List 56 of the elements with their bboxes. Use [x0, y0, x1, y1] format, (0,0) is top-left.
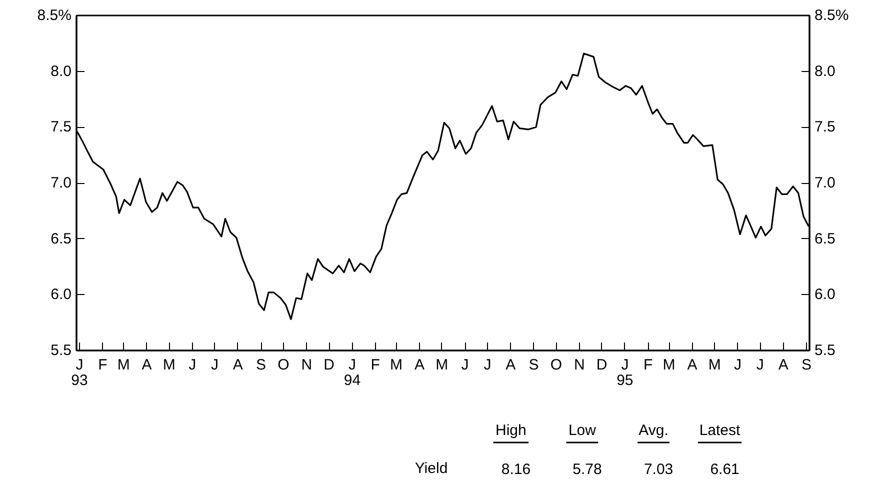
x-tick-label: M — [436, 356, 448, 374]
y2-tick-label: 7.5 — [814, 118, 836, 136]
x-tick-label: M — [662, 356, 676, 374]
text: High — [496, 422, 526, 439]
y-tick-label: 8.5% — [37, 7, 72, 24]
x-tick-label: J 93 — [71, 356, 88, 389]
y-tick-label: 7.5 — [50, 118, 72, 136]
x-tick-label: N — [301, 356, 312, 374]
text: Latest — [699, 422, 742, 439]
y2-tick-label: 6.5 — [814, 230, 836, 248]
y2-tick-label: 5.5 — [814, 342, 836, 359]
y-tick-label: 6.5 — [50, 230, 72, 248]
y2-tick-label: 7.0 — [814, 174, 836, 192]
text: 6.61 — [710, 461, 740, 478]
x-tick-label: S — [256, 356, 266, 374]
x-tick-label: S — [528, 356, 539, 374]
y2-tick-label: 8.0 — [814, 62, 836, 80]
x-tick-label: M — [708, 356, 721, 374]
text: Avg. — [638, 422, 668, 439]
x-tick-label: F — [98, 356, 108, 374]
text: 7.03 — [644, 461, 674, 478]
x-tick-label: D — [324, 356, 335, 374]
x-tick-label: O — [550, 356, 562, 374]
text: Yield — [414, 460, 448, 477]
text: 5.78 — [572, 461, 602, 478]
x-tick-label: O — [278, 356, 290, 374]
x-tick-label: A — [778, 356, 788, 374]
x-tick-label: F — [644, 356, 653, 374]
y2-tick-label: 8.5% — [814, 7, 849, 24]
y2-tick-label: 6.0 — [814, 286, 836, 304]
x-tick-label: J — [756, 356, 764, 374]
x-tick-label: M — [162, 356, 176, 374]
x-tick-label: J — [461, 356, 469, 374]
x-tick-label: J — [734, 356, 742, 374]
x-tick-label: A — [506, 356, 516, 374]
y-tick-label: 6.0 — [50, 286, 72, 304]
x-tick-label: A — [142, 356, 152, 374]
x-tick-label: M — [117, 356, 130, 374]
x-tick-label: F — [370, 356, 380, 374]
text: Low — [568, 422, 596, 439]
x-tick-label: S — [802, 356, 812, 374]
text: 8.16 — [501, 461, 531, 478]
x-tick-label: A — [414, 356, 424, 374]
x-tick-label: J 94 — [344, 356, 361, 389]
x-tick-label: A — [687, 356, 698, 374]
x-tick-label: A — [232, 356, 243, 374]
x-tick-label: D — [596, 356, 608, 374]
x-tick-label: J — [484, 356, 492, 374]
x-tick-label: J — [210, 356, 218, 374]
y-tick-label: 7.0 — [50, 174, 72, 192]
x-tick-label: J — [188, 356, 196, 374]
x-tick-label: N — [574, 356, 585, 374]
y-tick-label: 8.0 — [50, 62, 72, 80]
x-tick-label: M — [390, 356, 403, 374]
y-tick-label: 5.5 — [50, 342, 72, 359]
x-tick-label: J 95 — [616, 356, 634, 389]
